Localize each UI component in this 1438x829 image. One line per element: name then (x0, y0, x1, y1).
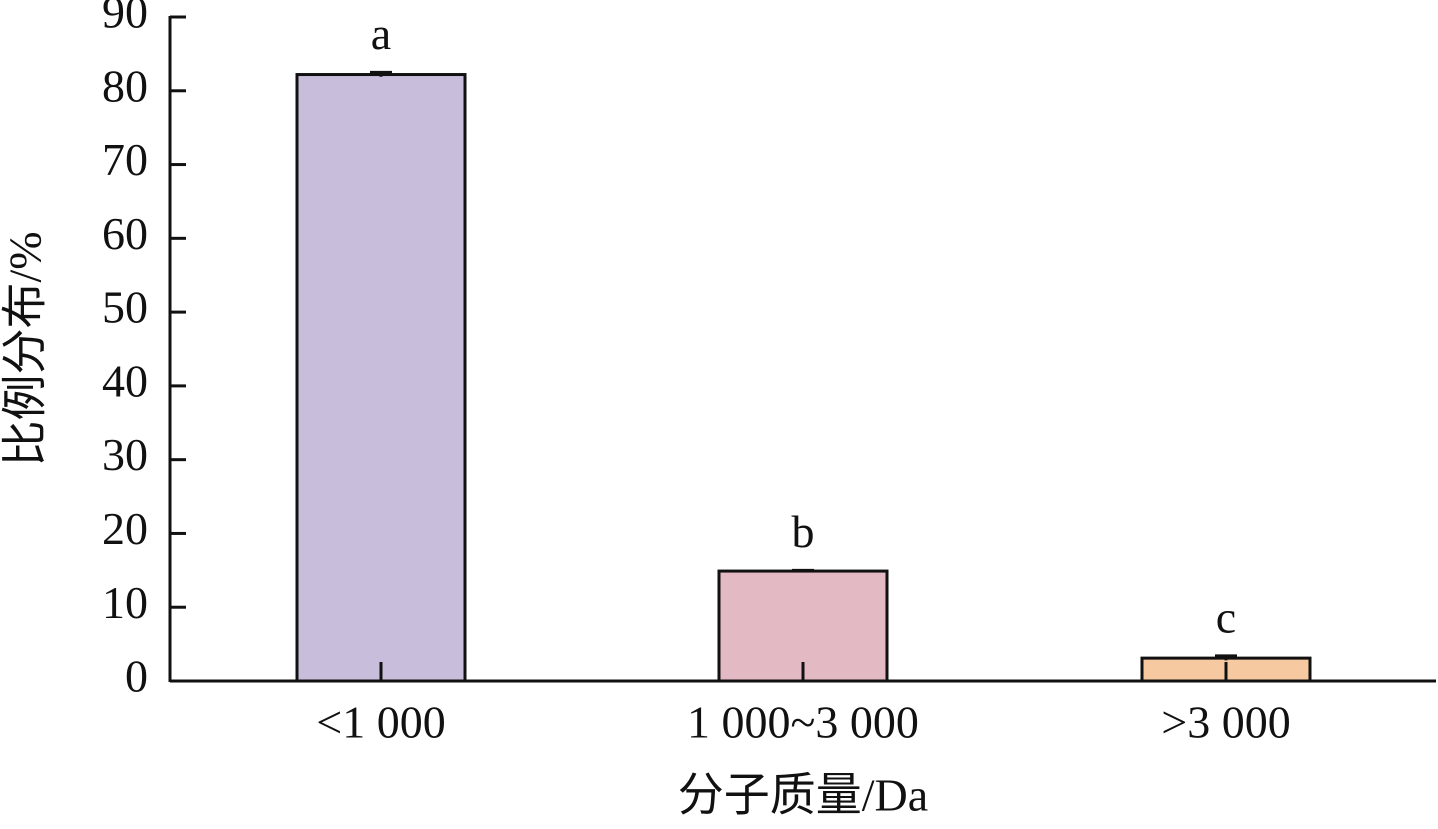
y-tick-label: 60 (102, 208, 148, 259)
significance-letter: b (792, 506, 815, 557)
x-axis-label: 分子质量/Da (678, 770, 928, 821)
y-tick-label: 20 (102, 503, 148, 554)
x-tick-label: >3 000 (1161, 697, 1290, 748)
y-tick-label: 50 (102, 282, 148, 333)
y-tick-label: 90 (102, 0, 148, 38)
x-tick-label: <1 000 (316, 697, 445, 748)
bar (295, 73, 467, 683)
y-tick-label: 40 (102, 355, 148, 406)
x-tick-label: 1 000~3 000 (687, 697, 919, 748)
y-tick-label: 80 (102, 60, 148, 111)
y-axis-label: 比例分布/% (0, 231, 51, 466)
significance-letter: a (371, 8, 391, 59)
significance-letter: c (1216, 591, 1236, 642)
y-tick-label: 0 (125, 651, 148, 702)
y-tick-label: 70 (102, 134, 148, 185)
y-tick-label: 10 (102, 577, 148, 628)
y-tick-label: 30 (102, 429, 148, 480)
